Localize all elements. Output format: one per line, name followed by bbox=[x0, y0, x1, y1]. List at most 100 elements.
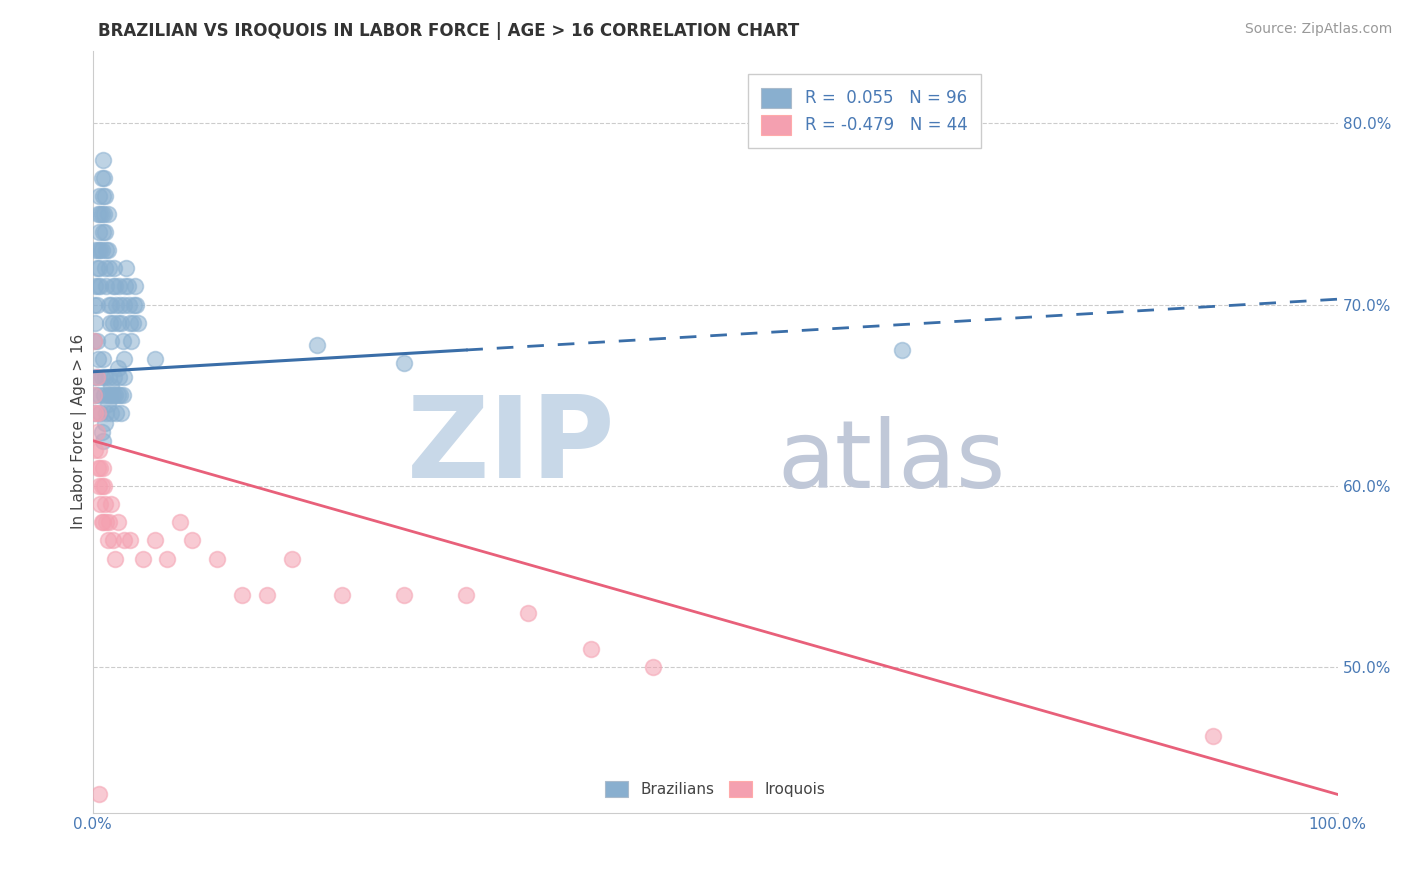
Point bbox=[87, 225, 110, 239]
Point bbox=[91, 153, 114, 167]
Point bbox=[87, 442, 110, 457]
Point bbox=[84, 407, 107, 421]
Point bbox=[86, 334, 108, 348]
Point bbox=[89, 244, 111, 258]
Point bbox=[112, 533, 135, 548]
Point bbox=[108, 279, 131, 293]
Point bbox=[97, 207, 120, 221]
Point bbox=[97, 244, 120, 258]
Point bbox=[91, 461, 114, 475]
Point bbox=[87, 207, 110, 221]
Point bbox=[89, 497, 111, 511]
Point bbox=[110, 316, 132, 330]
Point bbox=[90, 244, 112, 258]
Point bbox=[108, 298, 131, 312]
Point bbox=[87, 461, 110, 475]
Point bbox=[93, 388, 115, 402]
Point bbox=[87, 388, 110, 402]
Point bbox=[90, 170, 112, 185]
Point bbox=[105, 298, 128, 312]
Point bbox=[89, 279, 111, 293]
Point bbox=[107, 361, 129, 376]
Point bbox=[103, 261, 125, 276]
Point bbox=[96, 516, 118, 530]
Point bbox=[330, 588, 353, 602]
Point bbox=[256, 588, 278, 602]
Point bbox=[392, 588, 415, 602]
Point bbox=[107, 316, 129, 330]
Point bbox=[84, 244, 107, 258]
Point bbox=[87, 189, 110, 203]
Point bbox=[181, 533, 204, 548]
Point bbox=[84, 388, 107, 402]
Point bbox=[122, 298, 145, 312]
Point bbox=[98, 388, 121, 402]
Point bbox=[156, 551, 179, 566]
Text: BRAZILIAN VS IROQUOIS IN LABOR FORCE | AGE > 16 CORRELATION CHART: BRAZILIAN VS IROQUOIS IN LABOR FORCE | A… bbox=[98, 22, 800, 40]
Point bbox=[91, 434, 114, 448]
Point bbox=[86, 425, 108, 439]
Point bbox=[84, 279, 107, 293]
Point bbox=[107, 388, 129, 402]
Point bbox=[231, 588, 253, 602]
Point bbox=[86, 370, 108, 384]
Point bbox=[96, 244, 118, 258]
Point bbox=[98, 370, 121, 384]
Point bbox=[107, 516, 129, 530]
Point bbox=[1202, 730, 1225, 744]
Point bbox=[114, 279, 136, 293]
Point bbox=[100, 379, 122, 393]
Point bbox=[103, 370, 125, 384]
Point bbox=[87, 407, 110, 421]
Point bbox=[83, 370, 105, 384]
Point bbox=[87, 279, 110, 293]
Point bbox=[83, 407, 105, 421]
Point bbox=[207, 551, 229, 566]
Point bbox=[86, 261, 108, 276]
Point bbox=[90, 516, 112, 530]
Point bbox=[90, 207, 112, 221]
Point bbox=[94, 370, 117, 384]
Point bbox=[281, 551, 304, 566]
Point bbox=[91, 516, 114, 530]
Point bbox=[89, 461, 111, 475]
Point bbox=[97, 388, 120, 402]
Point bbox=[101, 388, 124, 402]
Point bbox=[86, 298, 108, 312]
Point bbox=[87, 244, 110, 258]
Text: atlas: atlas bbox=[778, 416, 1005, 508]
Text: ZIP: ZIP bbox=[408, 392, 616, 502]
Point bbox=[110, 407, 132, 421]
Point bbox=[90, 370, 112, 384]
Point bbox=[96, 407, 118, 421]
Point bbox=[84, 316, 107, 330]
Point bbox=[100, 497, 122, 511]
Point bbox=[117, 279, 139, 293]
Point bbox=[115, 261, 138, 276]
Point bbox=[112, 352, 135, 367]
Point bbox=[101, 316, 124, 330]
Point bbox=[84, 442, 107, 457]
Point bbox=[97, 397, 120, 411]
Point bbox=[890, 343, 912, 357]
Point bbox=[87, 788, 110, 802]
Point bbox=[98, 316, 121, 330]
Point bbox=[120, 533, 142, 548]
Point bbox=[93, 170, 115, 185]
Point bbox=[104, 279, 127, 293]
Point bbox=[641, 660, 664, 674]
Point bbox=[100, 407, 122, 421]
Point bbox=[101, 279, 124, 293]
Point bbox=[83, 298, 105, 312]
Point bbox=[100, 334, 122, 348]
Legend: Brazilians, Iroquois: Brazilians, Iroquois bbox=[598, 773, 834, 805]
Point bbox=[104, 551, 127, 566]
Point bbox=[87, 352, 110, 367]
Point bbox=[83, 334, 105, 348]
Point bbox=[90, 479, 112, 493]
Point bbox=[111, 334, 134, 348]
Point bbox=[120, 334, 142, 348]
Point bbox=[120, 316, 142, 330]
Point bbox=[94, 416, 117, 430]
Point bbox=[143, 533, 166, 548]
